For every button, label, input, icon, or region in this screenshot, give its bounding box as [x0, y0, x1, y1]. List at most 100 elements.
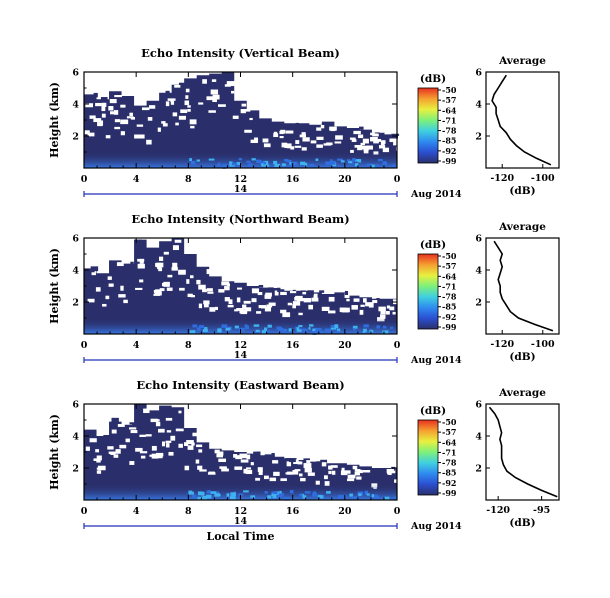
echo-gap [262, 138, 269, 143]
echo-gap [292, 301, 301, 306]
echo-gap [346, 298, 350, 302]
surface-echo-cell [382, 330, 389, 334]
echo-gap [263, 475, 269, 480]
echo-gap [202, 79, 207, 84]
echo-gap [95, 102, 102, 107]
echo-gap [93, 118, 102, 123]
echo-gap [212, 94, 220, 100]
surface-echo-cell [330, 324, 335, 328]
surface-echo-cell [296, 327, 300, 331]
surface-echo-cell [295, 326, 298, 330]
profile-x-tick-label: -120 [490, 339, 514, 350]
echo-speck [344, 290, 349, 295]
surface-echo-cell [337, 158, 343, 161]
echo-gap [206, 96, 215, 101]
y-tick-label: 4 [72, 266, 79, 277]
surface-echo-cell [338, 494, 343, 499]
echo-gap [356, 469, 363, 474]
echo-gap [266, 304, 273, 308]
echo-gap [146, 139, 152, 145]
echo-gap [140, 455, 146, 459]
colorbar-tick-label: -99 [442, 156, 457, 166]
echo-gap [85, 103, 94, 108]
surface-echo-cell [382, 161, 387, 166]
surface-echo-cell [299, 493, 303, 497]
echo-speck [258, 284, 264, 288]
surface-echo-cell [201, 491, 205, 496]
echo-gap [344, 293, 350, 298]
surface-echo-cell [331, 163, 336, 167]
surface-echo-cell [308, 327, 311, 330]
echo-speck [111, 417, 119, 423]
echo-gap [159, 288, 165, 292]
echo-gap [107, 276, 112, 280]
surface-echo-cell [197, 491, 203, 496]
echo-gap [334, 141, 342, 144]
echo-gap [313, 293, 318, 298]
profile-x-label: (dB) [509, 351, 535, 363]
date-suffix: Aug 2014 [410, 355, 462, 366]
echo-gap [208, 110, 216, 113]
echo-gap [360, 142, 365, 146]
x-tick-label: 0 [81, 340, 88, 351]
echo-gap [289, 291, 297, 294]
echo-gap [281, 142, 288, 148]
y-axis-label: Height (km) [48, 248, 61, 324]
echo-gap [241, 103, 247, 107]
echo-gap [96, 460, 101, 463]
echo-speck [129, 422, 135, 425]
echo-gap [298, 312, 303, 316]
echo-gap [232, 115, 239, 119]
colorbar-tick-label: -71 [442, 281, 456, 291]
echo-gap [114, 95, 122, 98]
echo-gap [161, 121, 166, 124]
x-tick-label: 4 [133, 506, 140, 517]
surface-echo-cell [229, 164, 235, 167]
profile-y-tick-label: 2 [475, 132, 482, 143]
profile-y-tick-label: 2 [475, 298, 482, 309]
echo-gap [170, 100, 175, 105]
echo-gap [273, 131, 278, 135]
echo-gap [165, 101, 170, 107]
echo-gap [302, 137, 310, 142]
surface-echo-cell [296, 329, 302, 332]
surface-echo-cell [347, 160, 353, 164]
echo-gap [351, 305, 358, 310]
echo-gap [246, 454, 251, 460]
surface-echo-cell [250, 495, 256, 498]
echo-gap [155, 421, 161, 427]
echo-gap [143, 408, 150, 414]
echo-gap [120, 285, 124, 291]
echo-gap [87, 298, 95, 303]
surface-echo-cell [351, 496, 357, 499]
echo-gap [209, 307, 216, 312]
echo-gap [353, 130, 361, 135]
echo-gap [280, 129, 286, 134]
echo-gap [236, 297, 241, 303]
surface-echo-cell [192, 494, 197, 498]
echo-gap [119, 444, 127, 449]
echo-gap [372, 300, 378, 304]
echo-gap [330, 126, 336, 132]
echo-gap [135, 447, 143, 452]
x-tick-label: 20 [338, 506, 352, 517]
echo-gap [93, 458, 98, 461]
profile-y-tick-label: 6 [475, 68, 482, 79]
x-tick-label: 4 [133, 340, 140, 351]
echo-gap [370, 136, 378, 142]
echo-gap [353, 298, 360, 302]
echo-gap [101, 102, 107, 107]
surface-echo-cell [370, 330, 374, 333]
echo-gap [130, 430, 138, 434]
echo-gap [386, 468, 394, 473]
echo-gap [150, 418, 158, 423]
echo-gap [105, 135, 111, 139]
surface-echo-cell [364, 490, 369, 495]
surface-echo-cell [204, 327, 208, 331]
echo-gap [137, 263, 145, 269]
echo-gap [197, 465, 203, 470]
echo-gap [120, 104, 126, 108]
echo-gap [99, 120, 104, 126]
echo-gap [379, 307, 383, 311]
x-tick-label: 16 [286, 506, 300, 517]
